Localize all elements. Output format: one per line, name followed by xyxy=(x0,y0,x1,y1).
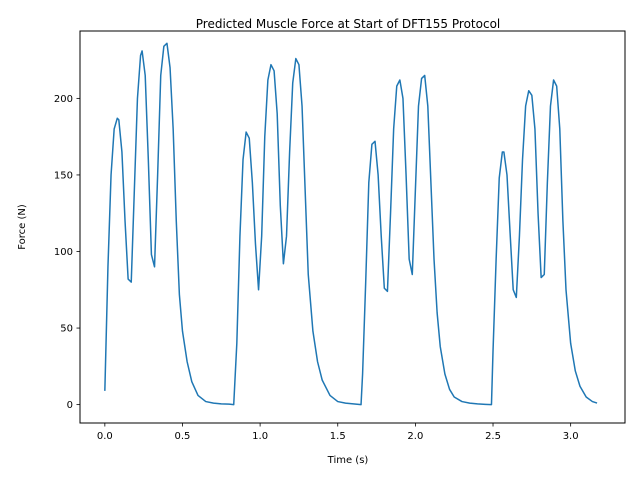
series-line-0 xyxy=(104,42,598,406)
plot-area xyxy=(104,42,598,406)
chart-title: Predicted Muscle Force at Start of DFT15… xyxy=(196,17,501,31)
x-tick-label: 1.0 xyxy=(252,431,268,442)
x-tick-label: 1.5 xyxy=(330,431,346,442)
y-tick-label: 50 xyxy=(60,324,73,335)
y-axis-label: Force (N) xyxy=(17,204,28,250)
axes-frame xyxy=(79,30,626,424)
x-tick-label: 3.0 xyxy=(563,431,579,442)
y-tick-label: 0 xyxy=(67,400,73,411)
x-axis-ticks: 0.0 0.5 1.0 1.5 2.0 2.5 3.0 xyxy=(97,423,579,442)
x-tick-label: 0.0 xyxy=(97,431,113,442)
x-tick-label: 2.5 xyxy=(485,431,501,442)
y-tick-label: 100 xyxy=(54,247,73,258)
y-axis-ticks: 0 50 100 150 200 xyxy=(54,94,80,411)
y-tick-label: 200 xyxy=(54,94,73,105)
x-tick-label: 0.5 xyxy=(175,431,191,442)
x-axis-label: Time (s) xyxy=(327,455,369,466)
x-tick-label: 2.0 xyxy=(407,431,423,442)
y-tick-label: 150 xyxy=(54,170,73,181)
